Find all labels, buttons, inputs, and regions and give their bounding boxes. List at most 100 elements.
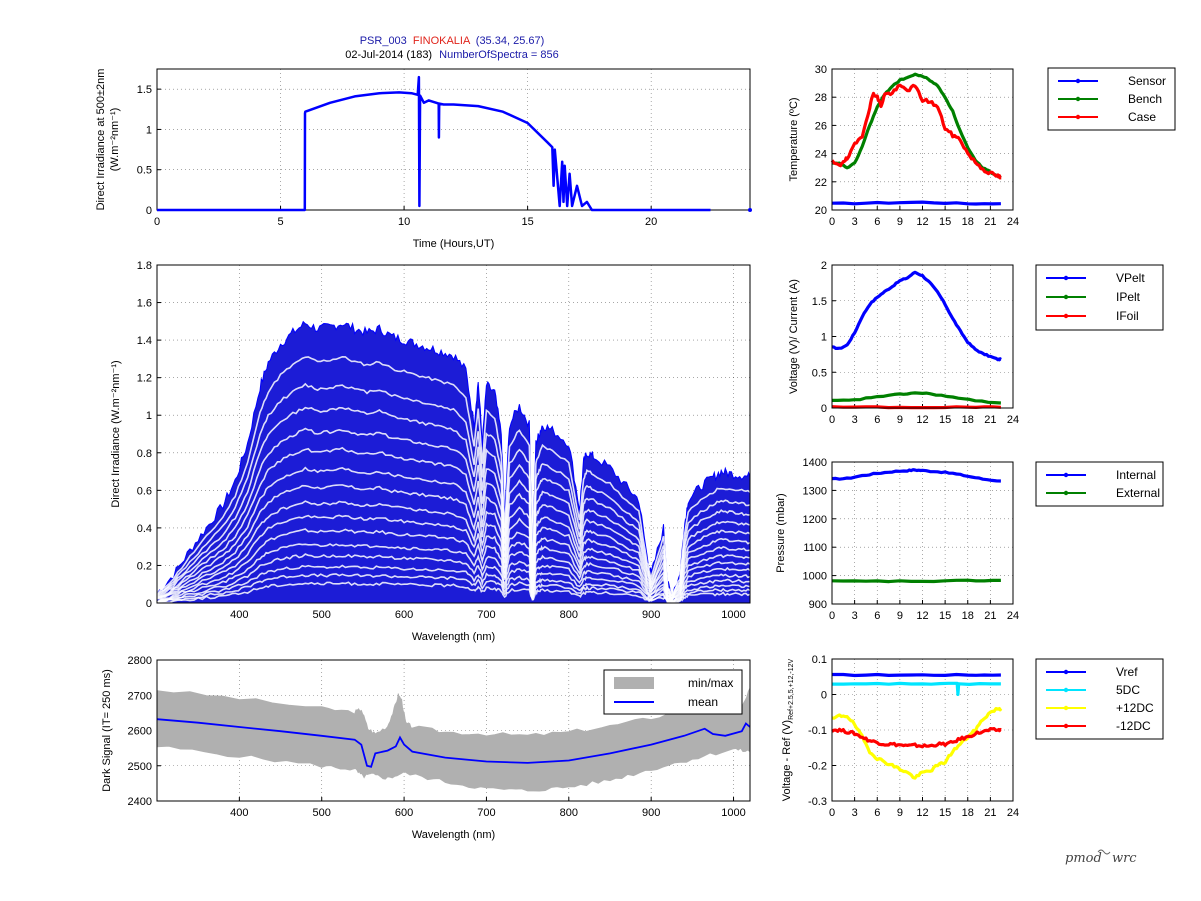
series-mean — [156, 718, 751, 768]
legend-marker — [1063, 705, 1069, 711]
legend-marker — [1075, 78, 1081, 84]
x-tick-label: 6 — [874, 610, 880, 622]
chart-volt: 0 3 6 9 12 15 18 21 24 0 0.5 1 1.5 2 VPelt IPelt IFoil Vo… — [788, 260, 1164, 426]
x-tick-label: 15 — [939, 610, 951, 622]
legend-swatch-minmax — [614, 677, 654, 689]
y-tick-label: 2700 — [128, 690, 152, 702]
legend-marker — [1063, 313, 1069, 319]
spectra-count: NumberOfSpectra = 856 — [439, 49, 559, 61]
y-tick-label: 0 — [821, 690, 827, 702]
chart-irradiance-500nm: 0 5 10 15 20 0 0.5 1 1.5 Time (Hours,UT) Direct Ir… — [95, 68, 752, 250]
y-tick-label: 0.4 — [137, 523, 152, 535]
plot-frame — [831, 461, 1014, 605]
y-tick-label: 0.8 — [137, 448, 152, 460]
legend-box — [1047, 67, 1176, 131]
legend-marker — [1075, 114, 1081, 120]
y-tick-label: 1.5 — [812, 296, 827, 308]
x-tick-label: 15 — [939, 216, 951, 228]
y-tick-label: 26 — [815, 120, 827, 132]
legend-marker — [1075, 96, 1081, 102]
y-tick-label: 1.8 — [137, 260, 152, 272]
y-tick-label: 0.5 — [137, 165, 152, 177]
y-tick-label: 1300 — [803, 485, 827, 497]
x-tick-label: 3 — [852, 807, 858, 819]
series--12dc — [831, 726, 1002, 749]
x-axis-label: Time (Hours,UT) — [413, 238, 494, 250]
plot-area — [156, 68, 751, 211]
figure-title-line2: 02-Jul-2014 (183) NumberOfSpectra = 856 — [345, 49, 558, 61]
x-tick-label: 18 — [962, 216, 974, 228]
series-ipelt — [832, 391, 1001, 405]
x-tick-label: 24 — [1007, 807, 1019, 819]
y-axis-label: Voltage (V)/ Current (A) — [788, 279, 800, 394]
y-tick-label: 2800 — [128, 655, 152, 667]
x-tick-label: 24 — [1007, 414, 1019, 426]
data-point — [748, 208, 752, 212]
x-tick-label: 1000 — [721, 609, 745, 621]
x-axis-label: Wavelength (nm) — [412, 829, 495, 841]
legend-label: Bench — [1128, 92, 1162, 106]
legend: Internal External — [1035, 461, 1164, 507]
x-tick-label: 21 — [984, 807, 996, 819]
x-tick-label: 15 — [939, 807, 951, 819]
legend-marker — [1063, 490, 1069, 496]
station-coords: (35.34, 25.67) — [476, 35, 545, 47]
plot-frame — [156, 68, 751, 211]
pmod-wrc-logo: pmod wrc — [1065, 851, 1137, 866]
y-tick-label: 1400 — [803, 457, 827, 469]
legend-label-mean: mean — [688, 695, 718, 709]
y-tick-label: 1.6 — [137, 298, 152, 310]
y-tick-label: 2600 — [128, 726, 152, 738]
x-tick-label: 600 — [395, 609, 413, 621]
x-tick-label: 18 — [962, 610, 974, 622]
x-tick-label: 400 — [230, 609, 248, 621]
legend-label: 5DC — [1116, 683, 1140, 697]
x-tick-label: 12 — [916, 216, 928, 228]
x-tick-label: 900 — [642, 807, 660, 819]
x-tick-label: 9 — [897, 414, 903, 426]
series-5dc — [832, 681, 1001, 697]
y-axis-label-line1: Direct Irradiance at 500±2nm — [95, 69, 107, 211]
y-tick-label: 1100 — [803, 542, 827, 554]
y-tick-label: 1000 — [803, 571, 827, 583]
legend-box — [1035, 461, 1164, 507]
y-tick-label: 0.5 — [812, 367, 827, 379]
series-ifoil — [831, 405, 1001, 410]
plot-frame — [156, 659, 751, 802]
y-tick-label: 2400 — [128, 796, 152, 808]
legend-marker — [1063, 687, 1069, 693]
y-tick-label: 28 — [815, 92, 827, 104]
y-tick-label: 1.4 — [137, 335, 152, 347]
series-internal — [831, 468, 1001, 483]
y-tick-label: 2 — [821, 260, 827, 272]
x-tick-label: 0 — [829, 414, 835, 426]
y-tick-label: 900 — [809, 599, 827, 611]
station-name: FINOKALIA — [413, 35, 471, 47]
x-tick-label: 15 — [522, 216, 534, 228]
legend-label: -12DC — [1116, 719, 1151, 733]
x-tick-label: 0 — [154, 216, 160, 228]
x-tick-label: 700 — [477, 807, 495, 819]
x-tick-label: 900 — [642, 609, 660, 621]
y-tick-label: 0.1 — [812, 654, 827, 666]
y-tick-label: 1.5 — [137, 84, 152, 96]
series-external — [831, 578, 1001, 584]
chart-press: 0 3 6 9 12 15 18 21 24 900 1000 1100 1200 1300 1400 Int… — [775, 457, 1164, 622]
minmax-band — [156, 687, 751, 792]
y-tick-label: 2500 — [128, 761, 152, 773]
x-tick-label: 18 — [962, 807, 974, 819]
legend-marker — [1063, 472, 1069, 478]
y-tick-label: 0 — [821, 403, 827, 415]
chart-ref: 0 3 6 9 12 15 18 21 24 -0.3 -0.2 -0.1 0 0.1 Vref 5DC +12… — [781, 654, 1164, 819]
legend-marker — [1063, 294, 1069, 300]
x-tick-label: 3 — [852, 414, 858, 426]
legend-marker — [1063, 669, 1069, 675]
y-tick-label: -0.3 — [808, 796, 827, 808]
x-tick-label: 12 — [916, 414, 928, 426]
legend: Sensor Bench Case — [1047, 67, 1176, 131]
legend-label-minmax: min/max — [688, 676, 733, 690]
x-tick-label: 10 — [398, 216, 410, 228]
y-axis-label-main: Voltage - Ref (V) — [781, 720, 793, 801]
x-tick-label: 21 — [984, 414, 996, 426]
